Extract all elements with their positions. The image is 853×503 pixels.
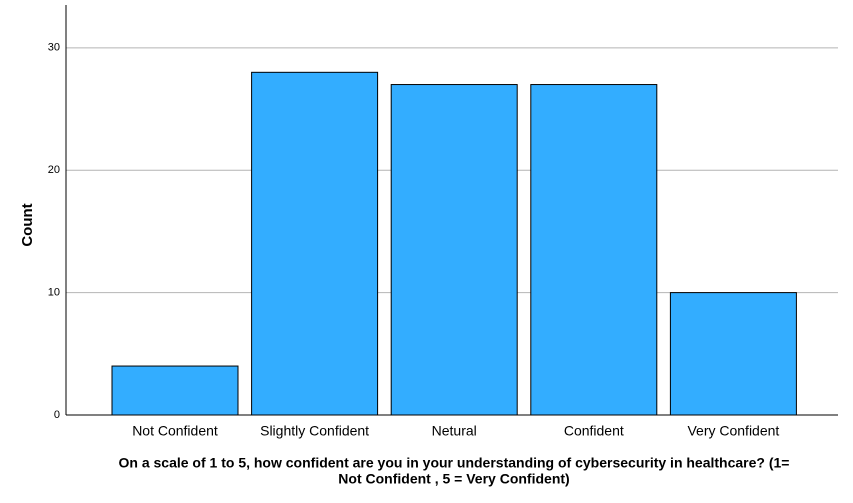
x-tick-label: Slightly Confident bbox=[260, 423, 369, 439]
y-tick-label: 30 bbox=[48, 42, 60, 54]
bar bbox=[390, 84, 518, 416]
bar bbox=[111, 365, 239, 416]
x-axis-title: On a scale of 1 to 5, how confident are … bbox=[119, 455, 790, 471]
y-tick-label: 20 bbox=[48, 164, 60, 176]
x-tick-label: Very Confident bbox=[687, 423, 779, 439]
y-axis-title: Count bbox=[19, 203, 36, 246]
x-axis-title: Not Confident , 5 = Very Confident) bbox=[338, 471, 569, 487]
bar bbox=[251, 71, 379, 416]
x-tick-label: Netural bbox=[432, 423, 477, 439]
bar bbox=[669, 292, 797, 416]
y-tick-label: 10 bbox=[48, 287, 60, 299]
x-tick-label: Not Confident bbox=[132, 423, 218, 439]
y-tick-label: 0 bbox=[54, 409, 60, 421]
x-tick-label: Confident bbox=[564, 423, 624, 439]
bar bbox=[530, 84, 658, 416]
